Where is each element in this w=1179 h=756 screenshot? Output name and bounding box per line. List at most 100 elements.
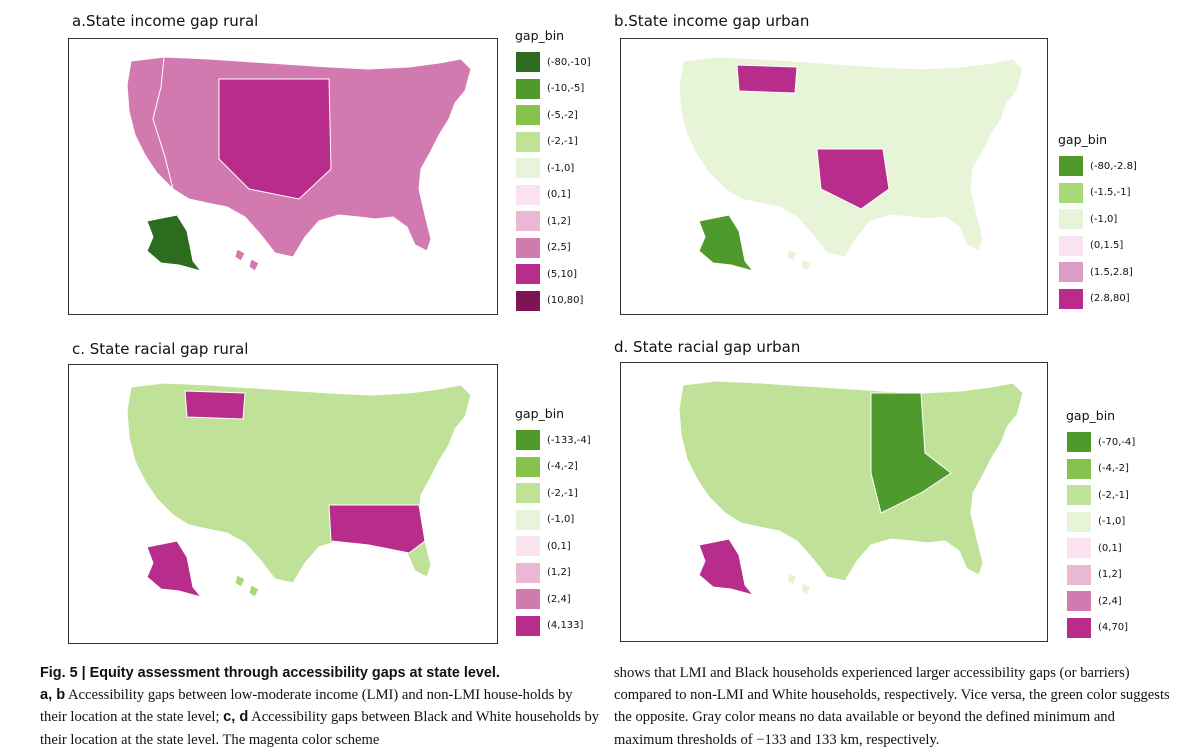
legend-swatch — [515, 561, 541, 584]
legend-swatch — [515, 508, 541, 531]
legend-entry: (2,4] — [515, 586, 591, 613]
legend-swatch — [1066, 563, 1092, 586]
legend-label: (-80,-2.8] — [1090, 160, 1137, 172]
figure-label: Fig. 5 | Equity assessment through acces… — [40, 665, 500, 681]
legend-swatch — [1066, 616, 1092, 639]
legend-entry: (-80,-2.8] — [1058, 153, 1137, 180]
legend-label: (2,4] — [547, 593, 571, 605]
legend-label: (4,133] — [547, 620, 584, 632]
legend-c-title: gap_bin — [515, 406, 565, 421]
panel-b-map — [620, 38, 1048, 315]
legend-label: (-133,-4] — [547, 434, 591, 446]
legend-d: gap_bin (-70,-4] (-4,-2] (-2,-1] (-1,0] (0,1… — [1066, 408, 1135, 641]
panel-d-title: d. State racial gap urban — [614, 338, 801, 356]
legend-entry: (1,2] — [515, 560, 591, 587]
legend-label: (-5,-2] — [547, 109, 578, 121]
legend-label: (1,2] — [547, 215, 571, 227]
legend-a: gap_bin (-80,-10] (-10,-5] (-5,-2] (-2,-1] (… — [515, 28, 591, 314]
legend-entry: (2.8,80] — [1058, 286, 1137, 313]
panel-c-title: c. State racial gap rural — [72, 340, 249, 358]
legend-swatch — [515, 130, 541, 153]
legend-entry: (4,133] — [515, 613, 591, 640]
legend-b-title: gap_bin — [1058, 132, 1108, 147]
panel-a-map — [68, 38, 498, 315]
alaska-shape — [698, 214, 755, 272]
hawaii-shape — [786, 248, 812, 272]
legend-label: (-2,-1] — [1098, 489, 1129, 501]
legend-entry: (-4,-2] — [515, 454, 591, 481]
legend-entry: (-10,-5] — [515, 76, 591, 103]
hawaii-shape — [786, 572, 812, 596]
legend-swatch — [1066, 590, 1092, 613]
caption-body-right: shows that LMI and Black households expe… — [614, 665, 1170, 748]
caption-right: shows that LMI and Black households expe… — [614, 662, 1170, 751]
legend-entry: (2,4] — [1066, 588, 1135, 615]
legend-entry: (4,70] — [1066, 615, 1135, 642]
legend-label: (-80,-10] — [547, 56, 591, 68]
legend-label: (1,2] — [1098, 569, 1122, 581]
hawaii-shape — [234, 248, 260, 272]
legend-swatch — [1058, 208, 1084, 231]
caption-left: Fig. 5 | Equity assessment through acces… — [40, 662, 600, 751]
legend-label: (10,80] — [547, 295, 584, 307]
legend-a-title: gap_bin — [515, 28, 565, 43]
legend-entry: (10,80] — [515, 288, 591, 315]
legend-entry: (0,1.5] — [1058, 233, 1137, 260]
legend-swatch — [1058, 181, 1084, 204]
legend-label: (0,1] — [547, 540, 571, 552]
legend-swatch — [515, 51, 541, 74]
center-shape — [816, 148, 890, 210]
legend-entry: (0,1] — [1066, 535, 1135, 562]
legend-entry: (-1,0] — [515, 507, 591, 534]
legend-b-rows: (-80,-2.8] (-1.5,-1] (-1,0] (0,1.5] (1.5,2.8… — [1058, 153, 1137, 312]
legend-swatch — [515, 157, 541, 180]
legend-swatch — [515, 535, 541, 558]
us-map-a — [126, 56, 472, 272]
legend-swatch — [515, 263, 541, 286]
legend-entry: (1.5,2.8] — [1058, 259, 1137, 286]
alaska-shape — [698, 538, 755, 596]
us-map-c — [126, 382, 472, 598]
legend-label: (-4,-2] — [547, 461, 578, 473]
us-map-d — [678, 380, 1024, 596]
legend-entry: (0,1] — [515, 533, 591, 560]
panel-b-title: b.State income gap urban — [614, 12, 810, 30]
legend-entry: (-2,-1] — [515, 480, 591, 507]
legend-entry: (-80,-10] — [515, 49, 591, 76]
legend-label: (2,4] — [1098, 595, 1122, 607]
hawaii-shape — [234, 574, 260, 598]
us-map-b — [678, 56, 1024, 272]
southeast-shape — [328, 504, 426, 554]
legend-entry: (-70,-4] — [1066, 429, 1135, 456]
legend-label: (4,70] — [1098, 622, 1129, 634]
legend-label: (-70,-4] — [1098, 436, 1136, 448]
legend-swatch — [1066, 537, 1092, 560]
legend-label: (-4,-2] — [1098, 463, 1129, 475]
legend-label: (0,1.5] — [1090, 240, 1124, 252]
legend-label: (-2,-1] — [547, 136, 578, 148]
legend-swatch — [1058, 261, 1084, 284]
conus-shape — [678, 380, 1024, 582]
legend-label: (-1,0] — [1098, 516, 1126, 528]
legend-entry: (-1,0] — [1066, 509, 1135, 536]
legend-label: (0,1] — [547, 189, 571, 201]
panel-a-title: a.State income gap rural — [72, 12, 259, 30]
legend-label: (-1.5,-1] — [1090, 187, 1131, 199]
legend-swatch — [515, 614, 541, 637]
montana-shape — [736, 64, 798, 94]
legend-swatch — [1066, 510, 1092, 533]
legend-entry: (-1.5,-1] — [1058, 180, 1137, 207]
legend-swatch — [1058, 287, 1084, 310]
legend-label: (-1,0] — [547, 514, 575, 526]
legend-entry: (0,1] — [515, 182, 591, 209]
legend-swatch — [515, 455, 541, 478]
legend-swatch — [515, 429, 541, 452]
legend-entry: (-1,0] — [515, 155, 591, 182]
legend-label: (2,5] — [547, 242, 571, 254]
caption-text-1: Accessibility gaps between low-moderate … — [40, 687, 573, 726]
legend-entry: (-2,-1] — [1066, 482, 1135, 509]
legend-swatch — [1066, 431, 1092, 454]
legend-label: (5,10] — [547, 268, 578, 280]
caption-cd-label: c, d — [223, 709, 249, 726]
caption-text-2: Accessibility gaps between Black and Whi… — [40, 709, 600, 748]
